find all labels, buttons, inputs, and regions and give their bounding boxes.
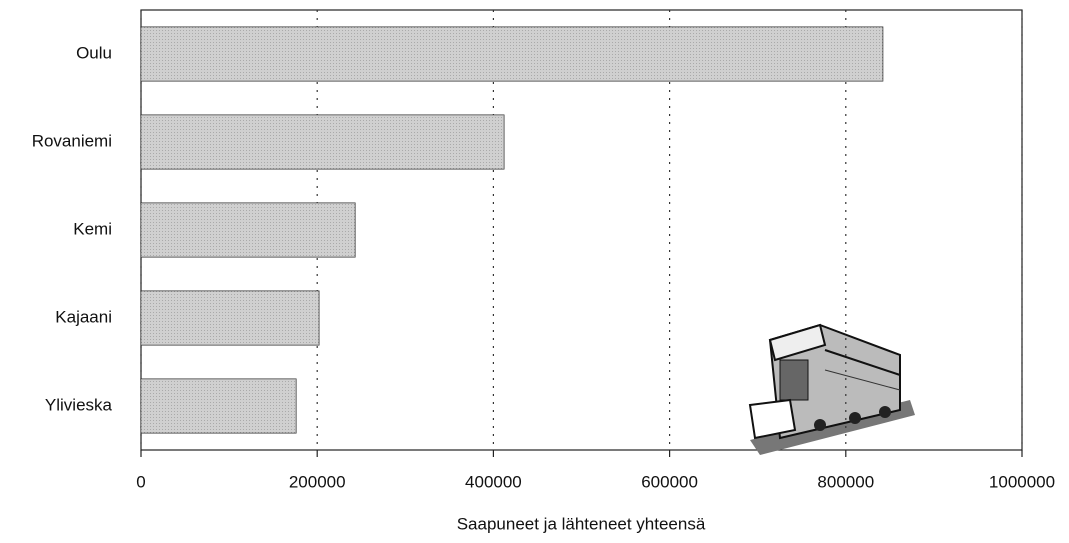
x-tick-label: 600000 bbox=[641, 472, 698, 491]
x-tick-label: 800000 bbox=[817, 472, 874, 491]
y-tick-label: Kajaani bbox=[55, 307, 112, 326]
x-tick-label: 400000 bbox=[465, 472, 522, 491]
y-tick-label: Ylivieska bbox=[45, 395, 113, 414]
y-tick-label: Oulu bbox=[76, 43, 112, 62]
bar-texture bbox=[141, 379, 297, 433]
x-tick-label: 0 bbox=[136, 472, 145, 491]
x-axis-label: Saapuneet ja lähteneet yhteensä bbox=[457, 514, 706, 533]
bar-texture bbox=[141, 203, 356, 257]
bar-texture bbox=[141, 115, 504, 169]
x-tick-label: 1000000 bbox=[989, 472, 1055, 491]
x-tick-label: 200000 bbox=[289, 472, 346, 491]
train-illustration bbox=[748, 323, 915, 455]
bar-texture bbox=[141, 27, 883, 81]
y-tick-label: Rovaniemi bbox=[32, 131, 112, 150]
y-tick-label: Kemi bbox=[73, 219, 112, 238]
bar-texture bbox=[141, 291, 319, 345]
